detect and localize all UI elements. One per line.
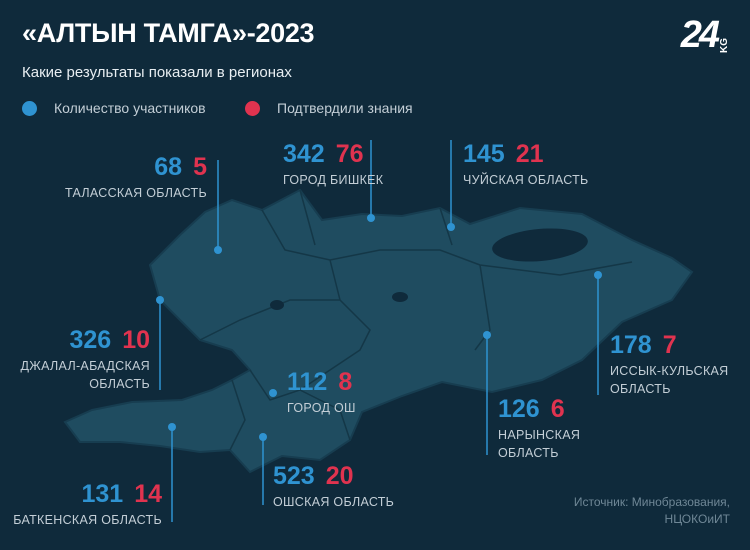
- participants-value: 112: [287, 368, 328, 396]
- legend-item: Подтвердили знания: [245, 100, 413, 116]
- region-dot: [447, 223, 455, 231]
- region-values: 68 5: [47, 153, 207, 182]
- participants-value: 145: [463, 140, 505, 168]
- participants-value: 342: [283, 140, 325, 168]
- region-values: 326 10: [10, 326, 150, 355]
- region-dot: [594, 271, 602, 279]
- region-label: 68 5 ТАЛАССКАЯ ОБЛАСТЬ: [47, 153, 207, 202]
- region-dot: [259, 433, 267, 441]
- participants-value: 326: [69, 326, 112, 354]
- markers: [156, 140, 602, 522]
- region-name: ГОРОД ОШ: [287, 401, 356, 415]
- legend-swatch: [245, 100, 260, 116]
- region-values: 112 8: [287, 368, 387, 397]
- lake: [492, 228, 588, 262]
- region-values: 131 14: [2, 480, 162, 509]
- confirmed-value: 14: [134, 480, 162, 508]
- region-name: ИССЫК-КУЛЬСКАЯ ОБЛАСТЬ: [610, 364, 729, 396]
- region-dot: [367, 214, 375, 222]
- region-name: ОШСКАЯ ОБЛАСТЬ: [273, 495, 395, 509]
- region-label: 178 7 ИССЫК-КУЛЬСКАЯ ОБЛАСТЬ: [610, 331, 740, 398]
- confirmed-value: 7: [662, 331, 677, 359]
- region-name: БАТКЕНСКАЯ ОБЛАСТЬ: [13, 513, 162, 527]
- logo-text: 24: [680, 14, 720, 56]
- confirmed-value: 76: [335, 140, 364, 168]
- participants-value: 178: [610, 331, 652, 359]
- region-name: ЧУЙСКАЯ ОБЛАСТЬ: [463, 173, 589, 187]
- confirmed-value: 5: [193, 153, 207, 181]
- confirmed-value: 8: [338, 368, 353, 396]
- region-label: 326 10 ДЖАЛАЛ-АБАДСКАЯ ОБЛАСТЬ: [10, 326, 150, 393]
- confirmed-value: 6: [550, 395, 565, 423]
- participants-value: 131: [81, 480, 124, 508]
- region-dot: [269, 389, 277, 397]
- region-label: 126 6 НАРЫНСКАЯ ОБЛАСТЬ: [498, 395, 598, 462]
- legend-label: Подтвердили знания: [277, 100, 413, 116]
- region-dot: [483, 331, 491, 339]
- region-label: 523 20 ОШСКАЯ ОБЛАСТЬ: [273, 462, 413, 511]
- region-label: 131 14 БАТКЕНСКАЯ ОБЛАСТЬ: [2, 480, 162, 529]
- participants-value: 68: [154, 153, 183, 181]
- region-values: 178 7: [610, 331, 740, 360]
- region-dot: [168, 423, 176, 431]
- region-values: 342 76: [283, 140, 403, 169]
- region-label: 112 8 ГОРОД ОШ: [287, 368, 387, 417]
- source: Источник: Минобразования, НЦОКОиИТ: [573, 495, 730, 526]
- region-name: ДЖАЛАЛ-АБАДСКАЯ ОБЛАСТЬ: [20, 359, 150, 391]
- region-name: ТАЛАССКАЯ ОБЛАСТЬ: [64, 186, 207, 200]
- participants-value: 126: [498, 395, 540, 423]
- region-border: [199, 189, 633, 451]
- participants-value: 523: [273, 462, 315, 490]
- legend-label: Количество участников: [54, 100, 206, 116]
- region-label: 145 21 ЧУЙСКАЯ ОБЛАСТЬ: [463, 140, 603, 189]
- region-dot: [156, 296, 164, 304]
- confirmed-value: 10: [122, 326, 150, 354]
- legend-swatch: [22, 100, 37, 116]
- region-name: ГОРОД БИШКЕК: [283, 173, 384, 187]
- subtitle: Какие результаты показали в регионах: [22, 64, 292, 81]
- region-values: 145 21: [463, 140, 603, 169]
- region-name: НАРЫНСКАЯ ОБЛАСТЬ: [498, 428, 581, 460]
- title: «АЛТЫН ТАМГА»-2023: [22, 18, 315, 48]
- region-values: 523 20: [273, 462, 413, 491]
- region-label: 342 76 ГОРОД БИШКЕК: [283, 140, 403, 189]
- lake: [392, 292, 408, 302]
- logo-suffix: KG: [719, 38, 730, 53]
- logo: 24 KG: [681, 14, 730, 57]
- confirmed-value: 21: [515, 140, 544, 168]
- region-values: 126 6: [498, 395, 598, 424]
- region-dot: [214, 246, 222, 254]
- confirmed-value: 20: [325, 462, 354, 490]
- legend-item: Количество участников: [22, 100, 206, 116]
- lake: [270, 300, 284, 310]
